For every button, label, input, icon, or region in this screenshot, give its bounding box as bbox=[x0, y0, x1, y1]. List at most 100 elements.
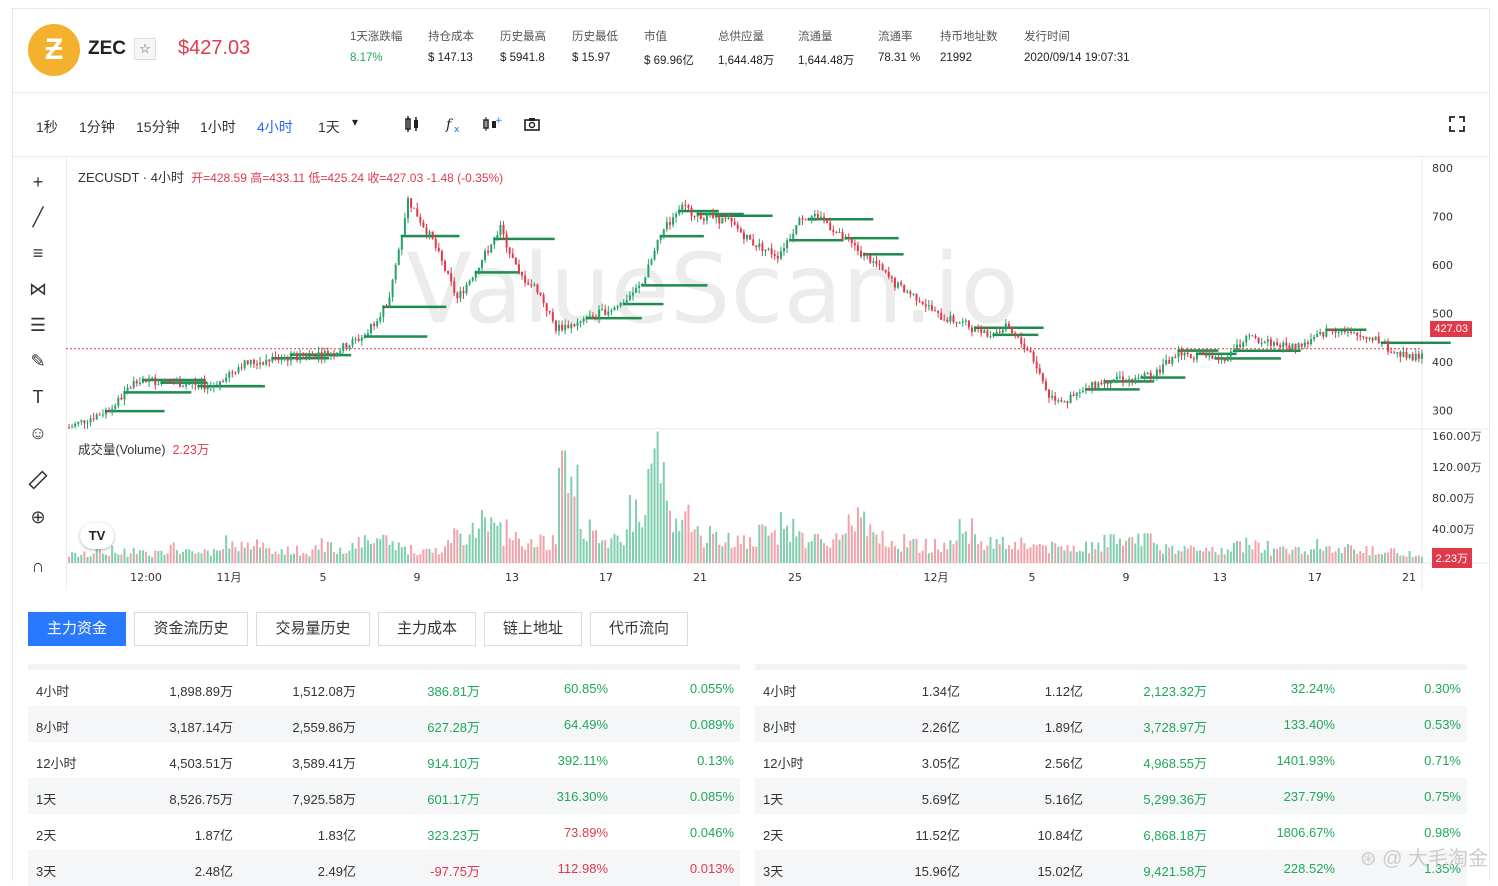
candle-body bbox=[1331, 330, 1334, 332]
candle-body bbox=[1004, 323, 1007, 330]
volume-bar bbox=[1300, 553, 1303, 563]
candle-body bbox=[712, 213, 715, 218]
candle-body bbox=[536, 284, 539, 293]
volume-bar bbox=[872, 532, 875, 563]
price-chart[interactable]: ValueScan.io 800 700 600 500 400 300 160.00万 120… bbox=[66, 157, 1490, 590]
row-period: 3天 bbox=[763, 864, 784, 879]
candle-body bbox=[1254, 335, 1257, 338]
magnet-icon[interactable]: ∩ bbox=[31, 556, 45, 576]
volume-bar bbox=[1217, 554, 1220, 563]
candle-body bbox=[604, 309, 607, 316]
y-tick-label: 500 bbox=[1432, 307, 1453, 320]
candle-body bbox=[1109, 382, 1112, 384]
table-cell: 0.53% bbox=[1424, 717, 1461, 732]
volume-bar bbox=[527, 543, 530, 563]
candle-type-icon[interactable] bbox=[403, 115, 421, 137]
volume-bar bbox=[598, 543, 601, 563]
level-line bbox=[400, 234, 460, 238]
tab-token-flow[interactable]: 代币流向 bbox=[590, 612, 688, 646]
tf-15m[interactable]: 15分钟 bbox=[136, 119, 180, 135]
text-icon[interactable]: T bbox=[32, 387, 44, 407]
table-cell: 3,589.41万 bbox=[292, 756, 356, 771]
row-period: 12小时 bbox=[763, 756, 804, 771]
volume-bar bbox=[1137, 533, 1140, 563]
chart-legend: ZECUSDT · 4小时 开=428.59 高=433.11 低=425.24… bbox=[78, 167, 503, 186]
candle-body bbox=[292, 353, 295, 355]
volume-bar bbox=[1328, 546, 1331, 563]
tab-main-funds[interactable]: 主力资金 bbox=[28, 612, 126, 646]
tradingview-logo[interactable]: TV bbox=[80, 523, 114, 549]
volume-bar bbox=[129, 553, 132, 563]
volume-bar bbox=[1165, 544, 1168, 563]
candle-body bbox=[1106, 380, 1109, 384]
volume-bar bbox=[123, 548, 126, 563]
volume-bar bbox=[903, 533, 906, 563]
x-tick-label: 17 bbox=[1308, 571, 1322, 584]
trendline-icon[interactable]: ╱ bbox=[32, 207, 44, 227]
volume-bar bbox=[366, 540, 369, 563]
volume-bar bbox=[141, 550, 144, 563]
chart-canvas[interactable]: ValueScan.io 800 700 600 500 400 300 160.00万 120… bbox=[66, 157, 1490, 590]
volume-bar bbox=[625, 529, 628, 563]
pattern-icon[interactable]: ⋈ bbox=[29, 279, 47, 299]
candle-body bbox=[749, 234, 752, 240]
horizontal-lines-icon[interactable]: ≡ bbox=[32, 243, 44, 263]
fib-icon[interactable]: ☰ bbox=[29, 315, 47, 335]
volume-bar bbox=[1266, 540, 1269, 563]
candle-body bbox=[274, 356, 277, 358]
candle-body bbox=[1276, 342, 1279, 346]
candle-body bbox=[967, 320, 970, 328]
crosshair-icon[interactable]: + bbox=[32, 172, 44, 192]
ruler-icon[interactable] bbox=[25, 469, 51, 495]
x-tick-label: 5 bbox=[320, 571, 327, 584]
compare-icon[interactable]: + bbox=[482, 115, 503, 137]
favorite-star-icon[interactable]: ☆ bbox=[134, 38, 156, 60]
tab-main-cost[interactable]: 主力成本 bbox=[378, 612, 476, 646]
tab-onchain-address[interactable]: 链上地址 bbox=[484, 612, 582, 646]
zoom-icon[interactable]: ⊕ bbox=[30, 507, 46, 527]
candle-body bbox=[970, 327, 973, 332]
x-tick-label: 21 bbox=[693, 571, 707, 584]
camera-icon[interactable] bbox=[523, 115, 541, 137]
tab-volume-history[interactable]: 交易量历史 bbox=[256, 612, 370, 646]
volume-bar bbox=[74, 552, 77, 563]
volume-bar bbox=[906, 547, 909, 563]
volume-bar bbox=[588, 519, 591, 563]
candle-body bbox=[1282, 342, 1285, 348]
y-tick-label: 800 bbox=[1432, 162, 1453, 175]
brush-icon[interactable]: ✎ bbox=[30, 351, 46, 371]
coin-header: Ƶ ZEC ☆ $427.03 1天涨跌幅 8.17% 持仓成本 $ 147.13 … bbox=[12, 8, 1490, 93]
right-funds-table: 4小时 1.34亿 1.12亿 2,123.32万 32.24% 0.30% 8小时 2.26… bbox=[755, 664, 1467, 886]
tf-4h[interactable]: 4小时 bbox=[257, 119, 293, 135]
candle-body bbox=[138, 382, 141, 384]
volume-bar bbox=[1254, 540, 1257, 563]
tf-1s[interactable]: 1秒 bbox=[36, 119, 58, 135]
tab-fund-flow-history[interactable]: 资金流历史 bbox=[134, 612, 248, 646]
tf-1d[interactable]: 1天 bbox=[318, 119, 340, 135]
tf-1h[interactable]: 1小时 bbox=[200, 119, 236, 135]
volume-bar bbox=[1340, 553, 1343, 563]
candle-body bbox=[616, 306, 619, 308]
candle-body bbox=[1011, 326, 1014, 334]
volume-bar bbox=[909, 540, 912, 563]
candle-body bbox=[1393, 352, 1396, 354]
candle-body bbox=[1322, 332, 1325, 337]
tf-1m[interactable]: 1分钟 bbox=[79, 119, 115, 135]
volume-bar bbox=[712, 533, 715, 563]
fullscreen-icon[interactable] bbox=[1448, 115, 1466, 137]
volume-bar bbox=[1297, 546, 1300, 563]
volume-bar bbox=[1189, 545, 1192, 563]
volume-tick-label: 40.00万 bbox=[1432, 523, 1475, 536]
chevron-down-icon[interactable]: ▾ bbox=[352, 115, 359, 129]
emoji-icon[interactable]: ☺ bbox=[28, 423, 48, 443]
volume-bar bbox=[952, 544, 955, 563]
candle-body bbox=[329, 353, 332, 355]
candle-body bbox=[440, 251, 443, 261]
candle-body bbox=[493, 237, 496, 245]
level-line bbox=[1195, 352, 1237, 356]
candle-body bbox=[903, 284, 906, 293]
volume-bar bbox=[1044, 545, 1047, 563]
volume-bar bbox=[1032, 544, 1035, 563]
candle-body bbox=[1285, 342, 1288, 346]
